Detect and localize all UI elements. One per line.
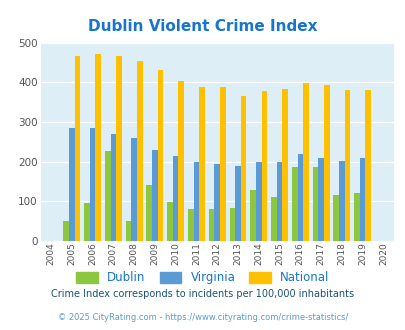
Legend: Dublin, Virginia, National: Dublin, Virginia, National [72, 267, 333, 289]
Bar [69, 128, 75, 241]
Bar [359, 158, 364, 241]
Bar [193, 162, 199, 241]
Bar [152, 150, 157, 241]
Bar [354, 193, 359, 241]
Bar [261, 91, 266, 241]
Bar [234, 166, 240, 241]
Bar [303, 83, 308, 241]
Bar [214, 164, 220, 241]
Bar [178, 81, 183, 241]
Text: Crime Index corresponds to incidents per 100,000 inhabitants: Crime Index corresponds to incidents per… [51, 289, 354, 299]
Bar [146, 185, 152, 241]
Text: Dublin Violent Crime Index: Dublin Violent Crime Index [88, 19, 317, 34]
Bar [271, 197, 276, 241]
Bar [255, 162, 261, 241]
Bar [291, 167, 297, 241]
Bar [229, 208, 234, 241]
Text: © 2025 CityRating.com - https://www.cityrating.com/crime-statistics/: © 2025 CityRating.com - https://www.city… [58, 313, 347, 322]
Bar [188, 209, 193, 241]
Bar [344, 90, 350, 241]
Bar [173, 156, 178, 241]
Bar [281, 89, 287, 241]
Bar [297, 154, 303, 241]
Bar [318, 158, 323, 241]
Bar [250, 190, 255, 241]
Bar [220, 87, 225, 241]
Bar [323, 85, 329, 241]
Bar [240, 96, 246, 241]
Bar [95, 53, 101, 241]
Bar [84, 203, 90, 241]
Bar [90, 128, 95, 241]
Bar [208, 209, 214, 241]
Bar [131, 138, 136, 241]
Bar [167, 203, 173, 241]
Bar [63, 221, 69, 241]
Bar [276, 162, 281, 241]
Bar [312, 167, 318, 241]
Bar [364, 90, 370, 241]
Bar [136, 61, 142, 241]
Bar [75, 55, 80, 241]
Bar [333, 195, 338, 241]
Bar [104, 150, 110, 241]
Bar [199, 87, 205, 241]
Bar [338, 161, 344, 241]
Bar [116, 56, 121, 241]
Bar [110, 134, 116, 241]
Bar [126, 221, 131, 241]
Bar [157, 70, 163, 241]
